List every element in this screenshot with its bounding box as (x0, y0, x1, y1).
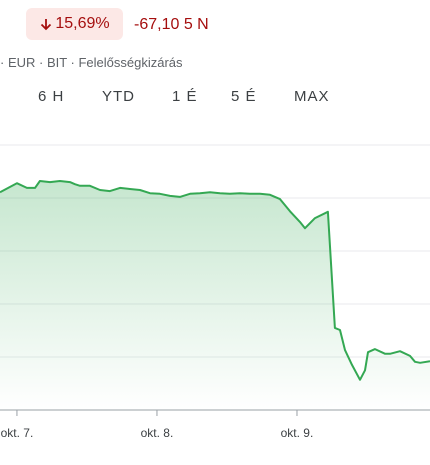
range-tab[interactable]: 1 É (172, 88, 198, 105)
x-tick-label: okt. 9. (281, 426, 314, 440)
change-badge: 15,69% (26, 8, 123, 40)
area (0, 181, 430, 410)
range-tab[interactable]: YTD (102, 88, 135, 105)
info-line: · EUR · BIT · Felelősségkizárás (0, 55, 183, 70)
range-tab[interactable]: 6 H (38, 88, 65, 105)
price-line (0, 180, 430, 381)
change-absolute: -67,10 5 N (134, 16, 209, 33)
down-arrow (41, 19, 52, 31)
x-tick-label: okt. 8. (141, 426, 174, 440)
x-tick-label: okt. 7. (1, 426, 34, 440)
range-tab[interactable]: 5 É (231, 88, 257, 105)
change-percent: 15,69% (55, 15, 110, 32)
range-tab[interactable]: MAX (294, 88, 330, 105)
